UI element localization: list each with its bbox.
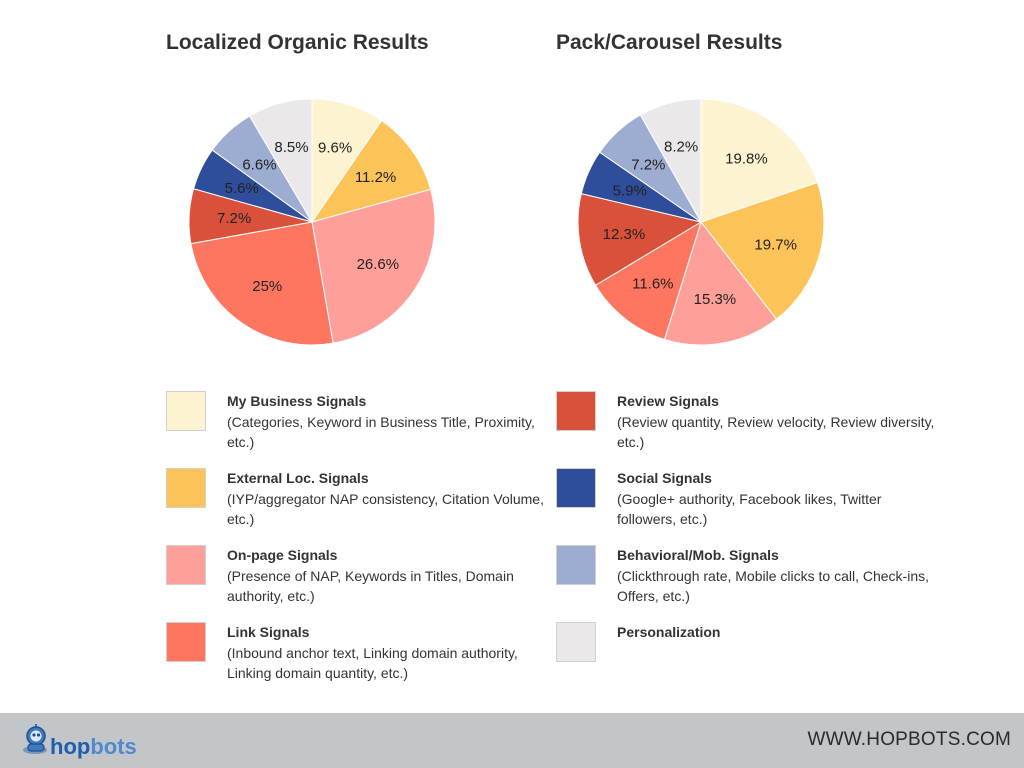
pie-label-social-signals: 5.9% bbox=[613, 182, 647, 199]
pie-slice-on-page-signals bbox=[663, 220, 778, 346]
hopbots-logo[interactable]: hopbots bbox=[22, 723, 142, 761]
legend-name: On-page Signals bbox=[227, 547, 338, 563]
legend-swatch bbox=[166, 468, 206, 508]
legend-description: (Inbound anchor text, Linking domain aut… bbox=[227, 644, 518, 682]
pie-chart-localized-organic: 9.6%11.2% 26.6% 25% 7.2% 5.6% 6.6%8.5% bbox=[188, 98, 436, 346]
legend-text: My Business Signals (Categories, Keyword… bbox=[227, 391, 545, 453]
robot-mascot-icon bbox=[23, 724, 47, 754]
pie-label-my-business-signals: 9.6% bbox=[318, 140, 352, 157]
legend-swatch bbox=[166, 622, 206, 662]
legend-swatch bbox=[556, 391, 596, 431]
legend-swatch bbox=[166, 391, 206, 431]
legend-text: On-page Signals (Presence of NAP, Keywor… bbox=[227, 545, 545, 607]
legend-swatch bbox=[556, 468, 596, 508]
footer-bar: hopbots WWW.HOPBOTS.COM bbox=[0, 713, 1024, 768]
legend-text: Personalization bbox=[617, 622, 935, 643]
legend-name: External Loc. Signals bbox=[227, 470, 369, 486]
logo-wordmark-hop: hop bbox=[50, 734, 90, 759]
legend-name: Behavioral/Mob. Signals bbox=[617, 547, 779, 563]
pie-label-link-signals: 11.6% bbox=[632, 275, 673, 292]
legend-swatch bbox=[556, 545, 596, 585]
legend-text: Review Signals (Review quantity, Review … bbox=[617, 391, 935, 453]
legend-swatch bbox=[556, 622, 596, 662]
legend-description: (Categories, Keyword in Business Title, … bbox=[227, 413, 535, 451]
legend-description: (Google+ authority, Facebook likes, Twit… bbox=[617, 490, 882, 528]
pie-slice-my-business-signals bbox=[700, 98, 819, 223]
pie-slice-external-loc-signals bbox=[310, 119, 432, 223]
legend-name: Link Signals bbox=[227, 624, 310, 640]
chart-title-pack-carousel: Pack/Carousel Results bbox=[556, 31, 783, 54]
legend-swatch bbox=[166, 545, 206, 585]
pie-label-personalization: 8.5% bbox=[274, 139, 308, 156]
legend-text: Behavioral/Mob. Signals (Clickthrough ra… bbox=[617, 545, 935, 607]
pie-slice-on-page-signals bbox=[311, 188, 436, 344]
legend-text: Social Signals (Google+ authority, Faceb… bbox=[617, 468, 935, 530]
chart-title-localized-organic: Localized Organic Results bbox=[166, 31, 429, 54]
logo-wordmark: hopbots bbox=[50, 734, 137, 759]
pie-label-on-page-signals: 15.3% bbox=[694, 291, 737, 308]
pie-slice-my-business-signals bbox=[311, 98, 383, 224]
pie-slice-external-loc-signals bbox=[700, 181, 825, 320]
pie-slice-personalization bbox=[639, 98, 702, 224]
legend-text: External Loc. Signals (IYP/aggregator NA… bbox=[227, 468, 545, 530]
pie-chart-pack-carousel: 19.8% 19.7% 15.3% 11.6% 12.3% 5.9% 7.2%8.2% bbox=[577, 98, 825, 346]
pie-label-review-signals: 12.3% bbox=[603, 226, 646, 243]
legend-name: Personalization bbox=[617, 624, 721, 640]
pie-slice-link-signals bbox=[190, 221, 334, 346]
pie-label-behavioral-mob-signals: 7.2% bbox=[631, 156, 665, 173]
legend-description: (Presence of NAP, Keywords in Titles, Do… bbox=[227, 567, 514, 605]
pie-label-external-loc-signals: 11.2% bbox=[355, 169, 396, 186]
logo-wordmark-bots: bots bbox=[90, 734, 136, 759]
pie-label-social-signals: 5.6% bbox=[225, 180, 259, 197]
pie-label-behavioral-mob-signals: 6.6% bbox=[242, 156, 276, 173]
pie-label-review-signals: 7.2% bbox=[217, 210, 251, 227]
pie-label-my-business-signals: 19.8% bbox=[725, 151, 768, 168]
pie-slice-review-signals bbox=[577, 193, 703, 286]
legend-name: My Business Signals bbox=[227, 393, 367, 409]
pie-label-on-page-signals: 26.6% bbox=[357, 256, 400, 273]
pie-slice-personalization bbox=[248, 98, 313, 224]
pie-label-personalization: 8.2% bbox=[664, 139, 698, 156]
legend-text: Link Signals (Inbound anchor text, Linki… bbox=[227, 622, 545, 684]
website-url[interactable]: WWW.HOPBOTS.COM bbox=[807, 729, 1011, 750]
legend-description: (IYP/aggregator NAP consistency, Citatio… bbox=[227, 490, 544, 528]
legend-name: Social Signals bbox=[617, 470, 712, 486]
pie-label-external-loc-signals: 19.7% bbox=[754, 236, 797, 253]
pie-label-link-signals: 25% bbox=[252, 278, 282, 295]
legend-description: (Clickthrough rate, Mobile clicks to cal… bbox=[617, 567, 929, 605]
legend-name: Review Signals bbox=[617, 393, 719, 409]
pie-slice-link-signals bbox=[594, 220, 702, 341]
legend-description: (Review quantity, Review velocity, Revie… bbox=[617, 413, 935, 451]
